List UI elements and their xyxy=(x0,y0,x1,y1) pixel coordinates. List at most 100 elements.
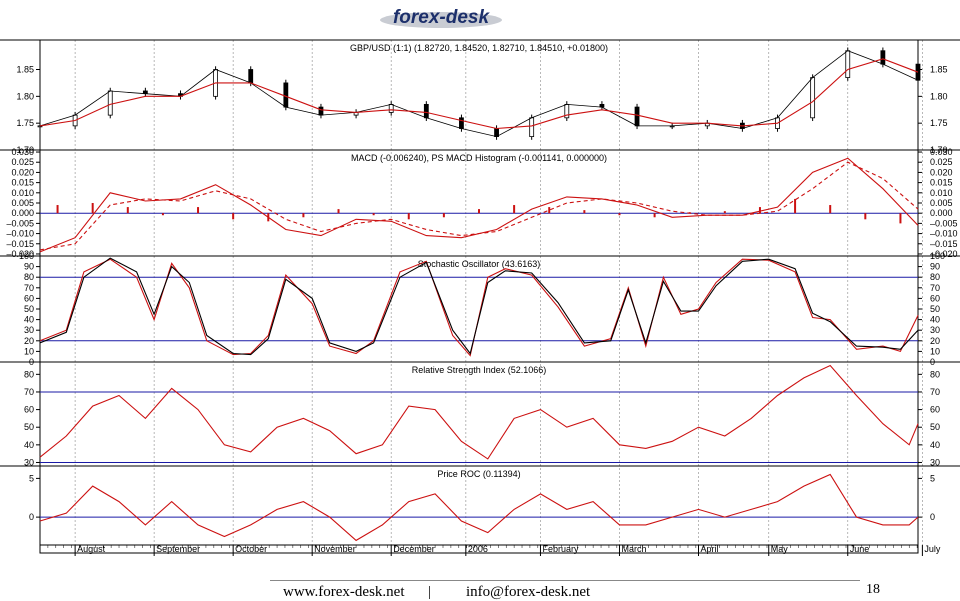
price-candle xyxy=(107,90,113,116)
y-tick-label-left: 5 xyxy=(29,473,34,483)
y-tick-label-right: 60 xyxy=(930,293,940,303)
y-tick-label-right: 30 xyxy=(930,457,940,467)
price-candle xyxy=(248,69,254,84)
y-tick-label-left: –0.020 xyxy=(6,249,34,259)
price-candle xyxy=(529,117,535,137)
y-tick-label-right: 40 xyxy=(930,315,940,325)
price-candle xyxy=(845,50,851,78)
price-candle xyxy=(459,117,464,129)
price-candle xyxy=(494,128,499,137)
x-tick-label: June xyxy=(850,544,870,554)
y-tick-label-left: 100 xyxy=(19,251,34,261)
y-tick-label-right: 0.010 xyxy=(930,188,953,198)
y-tick-label-left: 10 xyxy=(24,346,34,356)
x-tick-label: July xyxy=(924,544,941,554)
price-candle xyxy=(283,82,289,108)
y-tick-label-right: 1.75 xyxy=(930,118,948,128)
y-tick-label-right: 80 xyxy=(930,369,940,379)
y-tick-label-left: 40 xyxy=(24,315,34,325)
x-tick-label: December xyxy=(393,544,435,554)
price-candle xyxy=(423,103,429,119)
y-tick-label-right: 0.020 xyxy=(930,167,953,177)
y-tick-label-left: 30 xyxy=(24,325,34,335)
footer-website[interactable]: www.forex-desk.net xyxy=(283,584,405,600)
x-tick-label: May xyxy=(771,544,789,554)
y-tick-label-left: 1.75 xyxy=(16,118,34,128)
pane-title: Stochastic Oscillator (43.6163) xyxy=(418,259,541,269)
footer-divider xyxy=(270,580,860,581)
y-tick-label-left: 70 xyxy=(24,387,34,397)
y-tick-label-right: 60 xyxy=(930,405,940,415)
pane-title: Relative Strength Index (52.1066) xyxy=(412,365,547,375)
y-tick-label-left: 70 xyxy=(24,283,34,293)
y-tick-label-left: 0 xyxy=(29,512,34,522)
series-line-rsi xyxy=(39,364,919,460)
y-tick-label-left: 0.015 xyxy=(11,178,34,188)
page-number: 18 xyxy=(866,582,880,597)
y-tick-label-right: 0.025 xyxy=(930,157,953,167)
y-tick-label-right: 90 xyxy=(930,262,940,272)
series-line-moving-average xyxy=(39,58,919,130)
y-tick-label-right: –0.015 xyxy=(930,239,958,249)
x-tick-label: March xyxy=(621,544,646,554)
footer-email[interactable]: info@forex-desk.net xyxy=(466,584,591,600)
y-tick-label-right: 70 xyxy=(930,387,940,397)
y-tick-label-right: 30 xyxy=(930,325,940,335)
pane-title: GBP/USD (1:1) (1.82720, 1.84520, 1.82710… xyxy=(350,43,608,53)
y-tick-label-left: 0.005 xyxy=(11,198,34,208)
price-candle xyxy=(634,106,640,127)
y-tick-label-right: 80 xyxy=(930,272,940,282)
y-tick-label-left: 80 xyxy=(24,272,34,282)
y-tick-label-left: 0.020 xyxy=(11,167,34,177)
y-tick-label-right: 70 xyxy=(930,283,940,293)
x-tick-label: February xyxy=(542,544,579,554)
x-tick-label: 2006 xyxy=(468,544,488,554)
technical-chart: August September October November December 20… xyxy=(0,39,960,556)
y-tick-label-left: –0.010 xyxy=(6,229,34,239)
y-tick-label-right: 50 xyxy=(930,422,940,432)
y-tick-label-right: 1.80 xyxy=(930,91,948,101)
y-tick-label-left: 1.85 xyxy=(16,65,34,75)
y-tick-label-right: 20 xyxy=(930,336,940,346)
price-close-line xyxy=(39,50,919,138)
y-tick-label-right: 40 xyxy=(930,440,940,450)
y-tick-label-right: 0.015 xyxy=(930,178,953,188)
y-tick-label-right: 10 xyxy=(930,346,940,356)
price-candle xyxy=(810,77,816,119)
y-tick-label-right: 1.85 xyxy=(930,65,948,75)
y-tick-label-left: 60 xyxy=(24,293,34,303)
x-tick-label: August xyxy=(77,544,106,554)
y-tick-label-left: 0.010 xyxy=(11,188,34,198)
pane-title: Price ROC (0.11394) xyxy=(437,469,520,479)
y-tick-label-left: 90 xyxy=(24,262,34,272)
y-tick-label-left: 40 xyxy=(24,440,34,450)
price-candle xyxy=(388,103,394,113)
y-tick-label-left: 30 xyxy=(24,457,34,467)
y-tick-label-left: 50 xyxy=(24,422,34,432)
y-tick-label-left: 60 xyxy=(24,405,34,415)
x-tick-label: April xyxy=(701,544,719,554)
y-tick-label-right: 0.005 xyxy=(930,198,953,208)
y-tick-label-left: 0.000 xyxy=(11,208,34,218)
series-line-roc xyxy=(39,473,919,542)
y-tick-label-right: 5 xyxy=(930,473,935,483)
x-tick-label: September xyxy=(156,544,200,554)
logo-text: forex-desk xyxy=(393,7,491,28)
y-tick-label-left: 0.030 xyxy=(11,147,34,157)
forex-desk-logo: forex-desk xyxy=(380,7,502,28)
y-tick-label-right: –0.020 xyxy=(930,249,958,259)
y-tick-label-left: –0.005 xyxy=(6,218,34,228)
y-tick-label-left: 50 xyxy=(24,304,34,314)
y-tick-label-right: –0.010 xyxy=(930,229,958,239)
pane-title: MACD (-0.006240), PS MACD Histogram (-0.… xyxy=(351,153,607,163)
y-tick-label-right: 50 xyxy=(930,304,940,314)
y-tick-label-left: 20 xyxy=(24,336,34,346)
x-tick-label: November xyxy=(314,544,356,554)
y-tick-label-left: 0.025 xyxy=(11,157,34,167)
series-line--d xyxy=(39,257,919,356)
series-line-signal xyxy=(39,161,919,251)
logo-swoosh xyxy=(380,12,502,28)
y-tick-label-left: 1.80 xyxy=(16,91,34,101)
y-tick-label-right: 0 xyxy=(930,512,935,522)
price-candle xyxy=(880,50,886,65)
